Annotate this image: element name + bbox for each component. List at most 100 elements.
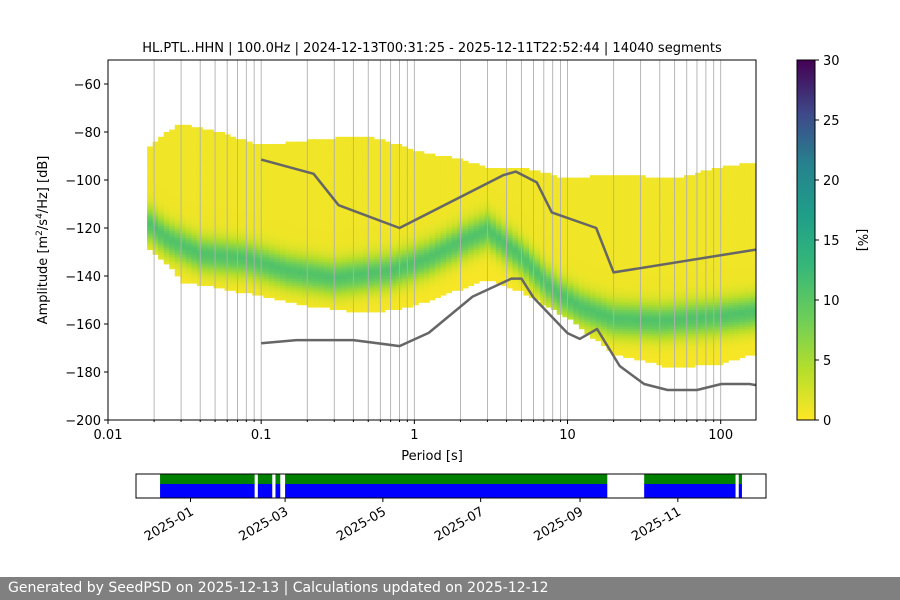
density-cell bbox=[318, 206, 325, 210]
density-cell bbox=[374, 273, 380, 277]
density-cell bbox=[551, 204, 558, 207]
density-cell bbox=[147, 163, 154, 166]
density-cell bbox=[446, 206, 452, 210]
density-cell bbox=[440, 268, 447, 272]
density-cell bbox=[506, 232, 513, 236]
density-cell bbox=[385, 151, 392, 154]
density-cell bbox=[219, 268, 225, 272]
density-cell bbox=[385, 144, 392, 147]
density-cell bbox=[351, 213, 358, 217]
density-cell bbox=[357, 278, 364, 282]
density-cell bbox=[318, 292, 325, 296]
density-cell bbox=[180, 182, 187, 186]
density-cell bbox=[523, 228, 530, 231]
density-cell bbox=[246, 244, 253, 248]
density-cell bbox=[291, 163, 297, 166]
density-cell bbox=[246, 194, 253, 198]
density-cell bbox=[401, 148, 408, 152]
density-cell bbox=[324, 261, 331, 265]
density-cell bbox=[152, 228, 159, 231]
density-cell bbox=[202, 261, 209, 265]
density-cell bbox=[285, 148, 292, 152]
density-cell bbox=[479, 237, 486, 241]
density-cell bbox=[185, 175, 192, 178]
density-cell bbox=[241, 146, 248, 150]
density-cell bbox=[495, 204, 502, 207]
density-cell bbox=[307, 290, 314, 294]
density-cell bbox=[185, 192, 192, 195]
density-cell bbox=[152, 237, 159, 241]
density-cell bbox=[446, 290, 452, 294]
density-cell bbox=[473, 196, 480, 200]
density-cell bbox=[147, 175, 154, 178]
density-cell bbox=[313, 139, 320, 142]
density-cell bbox=[268, 237, 275, 241]
density-cell bbox=[279, 189, 286, 193]
density-cell bbox=[462, 204, 469, 207]
density-cell bbox=[357, 213, 364, 217]
density-cell bbox=[252, 240, 259, 243]
density-cell bbox=[340, 139, 347, 142]
density-cell bbox=[191, 170, 198, 174]
density-cell bbox=[407, 300, 414, 303]
density-cell bbox=[285, 189, 292, 193]
density-cell bbox=[545, 208, 552, 212]
density-cell bbox=[219, 276, 225, 279]
density-cell bbox=[285, 146, 292, 150]
density-cell bbox=[191, 235, 198, 238]
density-cell bbox=[462, 235, 469, 238]
density-cell bbox=[446, 276, 452, 279]
density-cell bbox=[440, 242, 447, 246]
density-cell bbox=[374, 192, 380, 195]
density-cell bbox=[230, 182, 237, 186]
density-cell bbox=[291, 160, 297, 164]
density-cell bbox=[357, 228, 364, 231]
density-cell bbox=[451, 223, 458, 226]
density-cell bbox=[263, 216, 270, 219]
density-cell bbox=[191, 184, 198, 188]
density-cell bbox=[423, 247, 430, 250]
density-cell bbox=[379, 232, 386, 236]
density-cell bbox=[495, 206, 502, 210]
density-cell bbox=[191, 182, 198, 186]
density-cell bbox=[512, 223, 519, 226]
density-cell bbox=[246, 230, 253, 234]
density-cell bbox=[584, 292, 591, 296]
density-cell bbox=[230, 160, 237, 164]
density-cell bbox=[169, 206, 176, 210]
density-cell bbox=[185, 276, 192, 279]
density-cell bbox=[185, 141, 192, 145]
density-cell bbox=[241, 218, 248, 222]
density-cell bbox=[230, 242, 237, 246]
density-cell bbox=[296, 175, 303, 178]
density-cell bbox=[473, 216, 480, 219]
density-cell bbox=[451, 232, 458, 236]
density-cell bbox=[213, 180, 220, 183]
density-cell bbox=[241, 256, 248, 260]
density-cell bbox=[263, 208, 270, 212]
density-cell bbox=[545, 187, 552, 190]
density-cell bbox=[357, 194, 364, 198]
density-cell bbox=[385, 160, 392, 164]
density-cell bbox=[562, 302, 569, 306]
density-cell bbox=[501, 266, 508, 270]
density-cell bbox=[429, 172, 436, 176]
density-cell bbox=[268, 192, 275, 195]
density-cell bbox=[440, 180, 447, 183]
density-cell bbox=[529, 180, 535, 183]
density-cell bbox=[241, 192, 248, 195]
density-cell bbox=[556, 228, 563, 231]
density-cell bbox=[302, 206, 309, 210]
density-cell bbox=[362, 278, 369, 282]
density-cell bbox=[169, 247, 176, 250]
density-cell bbox=[374, 292, 380, 296]
density-cell bbox=[551, 180, 558, 183]
density-cell bbox=[578, 280, 585, 284]
density-cell bbox=[252, 216, 259, 219]
density-cell bbox=[418, 206, 425, 210]
density-cell bbox=[573, 300, 580, 303]
density-column bbox=[490, 168, 497, 282]
density-cell bbox=[418, 264, 425, 267]
density-cell bbox=[230, 266, 237, 270]
density-cell bbox=[191, 264, 198, 267]
